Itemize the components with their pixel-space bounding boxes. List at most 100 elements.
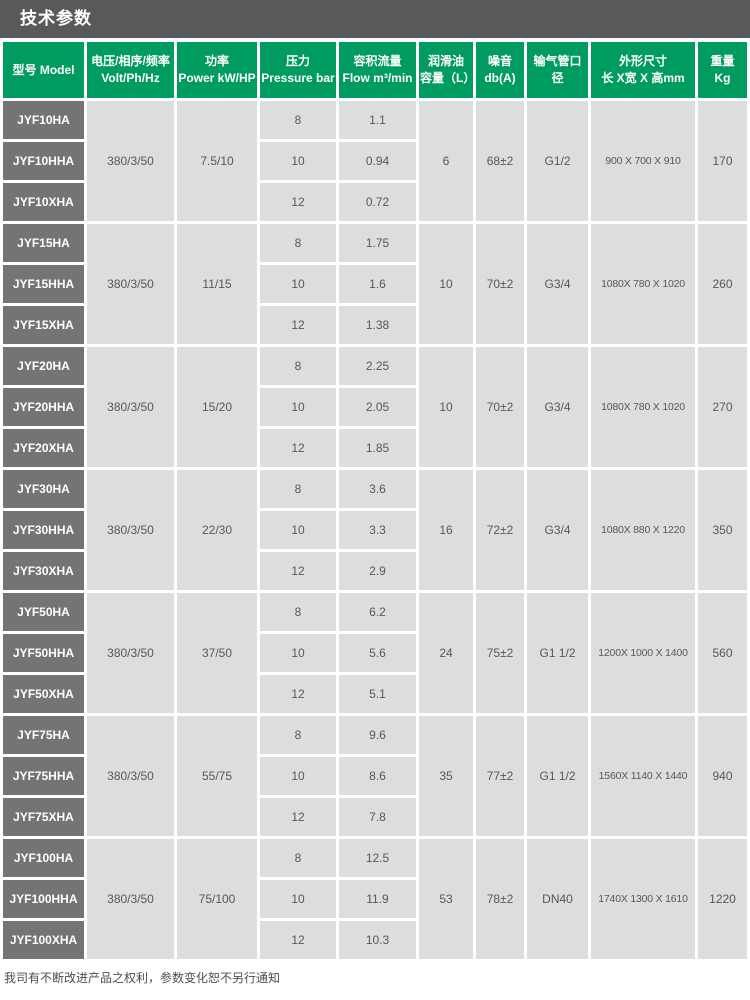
table-row: JYF50HA 380/3/50 37/50 8 6.2 24 75±2 G1 1/2 1200… [3, 593, 747, 713]
dimensions-cell: 900 X 700 X 910 [591, 101, 695, 221]
model-cell: JYF20HHA [3, 388, 84, 426]
voltage-cell: 380/3/50 [87, 224, 174, 344]
model-cell: JYF20XHA [3, 429, 84, 467]
oil-cell: 6 [419, 101, 473, 221]
col-header-line: 输气管口径 [533, 54, 582, 85]
power-cell: 75/100 [177, 839, 257, 959]
pressure-cell: 12 [260, 306, 336, 344]
model-cell: JYF30HA [3, 470, 84, 508]
model-cell: JYF20HA [3, 347, 84, 385]
pressure-cell: 10 [260, 265, 336, 303]
table-row: JYF10HA 380/3/50 7.5/10 8 1.1 6 68±2 G1/2 900 X … [3, 101, 747, 221]
col-header-line: 润滑油 [427, 54, 464, 68]
pipe-cell: G3/4 [527, 347, 588, 467]
pressure-cell: 8 [260, 101, 336, 139]
model-cell: JYF30HHA [3, 511, 84, 549]
col-header-line: 型号 Model [12, 62, 75, 77]
col-header-line: db(A) [484, 71, 516, 85]
voltage-cell: 380/3/50 [87, 470, 174, 590]
oil-cell: 10 [419, 347, 473, 467]
dimensions-cell: 1560X 1140 X 1440 [591, 716, 695, 836]
pressure-cell: 10 [260, 511, 336, 549]
model-cell: JYF10HHA [3, 142, 84, 180]
flow-cell: 12.5 [339, 839, 416, 877]
oil-cell: 24 [419, 593, 473, 713]
power-cell: 37/50 [177, 593, 257, 713]
table-row: JYF30XHA 12 2.9 [3, 552, 747, 590]
col-header-line: 容积流量 [353, 54, 402, 68]
model-cell: JYF10XHA [3, 183, 84, 221]
col-header-dimensions: 外形尺寸长 X宽 X 高mm [591, 42, 695, 98]
spec-table: 型号 Model 电压/相序/频率 Volt/Ph/Hz 功率 Power kW/HP 压… [0, 39, 750, 962]
model-cell: JYF75XHA [3, 798, 84, 836]
flow-cell: 1.1 [339, 101, 416, 139]
flow-cell: 0.72 [339, 183, 416, 221]
weight-cell: 260 [698, 224, 747, 344]
pipe-cell: G3/4 [527, 470, 588, 590]
col-header-model: 型号 Model [3, 42, 84, 98]
col-header-line: 重量 [710, 54, 735, 68]
flow-cell: 6.2 [339, 593, 416, 631]
page-title: 技术参数 [0, 0, 750, 38]
table-row: JYF15HHA 10 1.6 [3, 265, 747, 303]
dimensions-cell: 1200X 1000 X 1400 [591, 593, 695, 713]
model-cell: JYF10HA [3, 101, 84, 139]
flow-cell: 7.8 [339, 798, 416, 836]
flow-cell: 1.6 [339, 265, 416, 303]
pressure-cell: 10 [260, 634, 336, 672]
weight-cell: 1220 [698, 839, 747, 959]
pressure-cell: 12 [260, 921, 336, 959]
table-row: JYF30HHA 10 3.3 [3, 511, 747, 549]
pressure-cell: 8 [260, 347, 336, 385]
col-header-line: 外形尺寸 [618, 54, 667, 68]
flow-cell: 1.85 [339, 429, 416, 467]
flow-cell: 2.25 [339, 347, 416, 385]
table-row: JYF50HHA 10 5.6 [3, 634, 747, 672]
flow-cell: 10.3 [339, 921, 416, 959]
table-row: JYF75XHA 12 7.8 [3, 798, 747, 836]
voltage-cell: 380/3/50 [87, 593, 174, 713]
weight-cell: 940 [698, 716, 747, 836]
noise-cell: 75±2 [476, 593, 524, 713]
pipe-cell: G1 1/2 [527, 593, 588, 713]
col-header-line: 功率 [204, 54, 229, 68]
model-cell: JYF50XHA [3, 675, 84, 713]
voltage-cell: 380/3/50 [87, 839, 174, 959]
flow-cell: 9.6 [339, 716, 416, 754]
flow-cell: 0.94 [339, 142, 416, 180]
pressure-cell: 12 [260, 675, 336, 713]
oil-cell: 10 [419, 224, 473, 344]
weight-cell: 350 [698, 470, 747, 590]
voltage-cell: 380/3/50 [87, 101, 174, 221]
dimensions-cell: 1080X 880 X 1220 [591, 470, 695, 590]
model-cell: JYF75HHA [3, 757, 84, 795]
col-header-line: Flow m³/min [342, 71, 413, 85]
dimensions-cell: 1080X 780 X 1020 [591, 347, 695, 467]
col-header-weight: 重量 Kg [698, 42, 747, 98]
model-cell: JYF30XHA [3, 552, 84, 590]
col-header-noise: 噪音 db(A) [476, 42, 524, 98]
pressure-cell: 12 [260, 183, 336, 221]
table-row: JYF75HA 380/3/50 55/75 8 9.6 35 77±2 G1 1/2 1560… [3, 716, 747, 836]
footer-disclaimer: 我司有不断改进产品之权利，参数变化恕不另行通知 [4, 971, 281, 985]
dimensions-cell: 1080X 780 X 1020 [591, 224, 695, 344]
table-row: JYF10HHA 10 0.94 [3, 142, 747, 180]
col-header-oil: 润滑油容量（L） [419, 42, 476, 98]
model-cell: JYF100XHA [3, 921, 84, 959]
oil-cell: 35 [419, 716, 473, 836]
model-cell: JYF100HHA [3, 880, 84, 918]
voltage-cell: 380/3/50 [87, 716, 174, 836]
noise-cell: 70±2 [476, 224, 524, 344]
pressure-cell: 10 [260, 388, 336, 426]
model-cell: JYF15HHA [3, 265, 84, 303]
col-header-line: 容量（L） [420, 71, 476, 85]
pipe-cell: DN40 [527, 839, 588, 959]
pressure-cell: 8 [260, 716, 336, 754]
noise-cell: 72±2 [476, 470, 524, 590]
col-header-line: Kg [714, 71, 731, 85]
pipe-cell: G3/4 [527, 224, 588, 344]
col-header-line: Volt/Ph/Hz [101, 71, 160, 85]
table-row: JYF20HHA 10 2.05 [3, 388, 747, 426]
pipe-cell: G1/2 [527, 101, 588, 221]
noise-cell: 78±2 [476, 839, 524, 959]
